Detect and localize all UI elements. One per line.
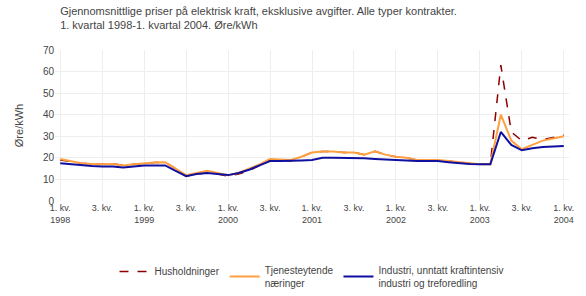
svg-text:3. kv.: 3. kv. [176, 203, 197, 213]
svg-text:20: 20 [43, 152, 55, 163]
svg-text:1. kv.2000: 1. kv.2000 [218, 203, 239, 225]
svg-text:Husholdninger: Husholdninger [155, 266, 220, 277]
svg-text:3. kv.: 3. kv. [260, 203, 281, 213]
svg-text:1. kv.1998: 1. kv.1998 [50, 203, 71, 225]
svg-text:3. kv.: 3. kv. [427, 203, 448, 213]
svg-text:3. kv.: 3. kv. [92, 203, 113, 213]
svg-text:Gjennomsnittlige priser på ele: Gjennomsnittlige priser på elektrisk kra… [60, 5, 457, 31]
svg-text:Industri, unntatt kraftintensi: Industri, unntatt kraftintensivindustri … [378, 265, 503, 289]
svg-text:40: 40 [43, 109, 55, 120]
svg-text:1. kv.2004: 1. kv.2004 [553, 203, 574, 225]
svg-text:10: 10 [43, 174, 55, 185]
svg-text:Øre/kWh: Øre/kWh [13, 104, 25, 147]
svg-text:30: 30 [43, 131, 55, 142]
svg-text:0: 0 [48, 196, 54, 207]
svg-text:3. kv.: 3. kv. [511, 203, 532, 213]
svg-text:60: 60 [43, 66, 55, 77]
svg-text:1. kv.2003: 1. kv.2003 [469, 203, 490, 225]
svg-text:50: 50 [43, 88, 55, 99]
svg-text:1. kv.2001: 1. kv.2001 [302, 203, 323, 225]
svg-text:3. kv.: 3. kv. [344, 203, 365, 213]
svg-text:1. kv.2002: 1. kv.2002 [385, 203, 406, 225]
svg-text:1. kv.1999: 1. kv.1999 [134, 203, 155, 225]
svg-text:Tjenesteytendenæringer: Tjenesteytendenæringer [265, 265, 334, 289]
svg-text:70: 70 [43, 45, 55, 56]
